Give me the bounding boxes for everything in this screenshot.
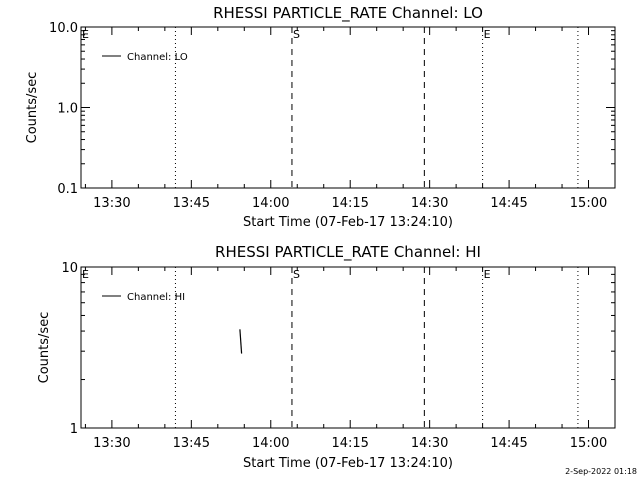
- x-tick-label: 14:30: [411, 196, 448, 211]
- legend-entry: Channel: HI: [127, 292, 185, 303]
- x-tick-label: 14:15: [331, 436, 368, 451]
- x-tick-label: 14:00: [252, 196, 289, 211]
- x-tick-label: 14:00: [252, 436, 289, 451]
- x-tick-label: 14:45: [490, 436, 527, 451]
- edge-marker-label: E: [82, 28, 89, 41]
- chart-title: RHESSI PARTICLE_RATE Channel: LO: [213, 4, 483, 23]
- x-tick-label: 13:30: [93, 436, 130, 451]
- panel-channel-lo: RHESSI PARTICLE_RATE Channel: LO 13:30 13:…: [25, 4, 616, 230]
- event-marker-label: S: [293, 28, 300, 41]
- event-marker-label: E: [484, 268, 491, 281]
- x-tick-label: 14:15: [331, 196, 368, 211]
- y-tick-label: 1.0: [57, 102, 78, 117]
- x-axis-label: Start Time (07-Feb-17 13:24:10): [243, 215, 453, 230]
- y-axis-label: Counts/sec: [37, 312, 52, 384]
- x-tick-label: 15:00: [570, 196, 607, 211]
- chart-title: RHESSI PARTICLE_RATE Channel: HI: [215, 243, 481, 262]
- x-tick-label: 13:30: [93, 196, 130, 211]
- panel-channel-hi: RHESSI PARTICLE_RATE Channel: HI 13:30 13:…: [37, 243, 616, 471]
- x-tick-label: 14:45: [490, 196, 527, 211]
- x-tick-label: 13:45: [173, 436, 210, 451]
- footer-date-stamp: 2-Sep-2022 01:18: [565, 467, 637, 476]
- x-axis-label: Start Time (07-Feb-17 13:24:10): [243, 456, 453, 471]
- series-line: [239, 329, 243, 354]
- y-tick-label: 10.0: [49, 21, 78, 36]
- event-marker-label: S: [293, 268, 300, 281]
- x-tick-label: 14:30: [411, 436, 448, 451]
- x-tick-label: 15:00: [570, 436, 607, 451]
- y-axis-label: Counts/sec: [25, 72, 40, 144]
- event-marker-label: E: [484, 28, 491, 41]
- legend-entry: Channel: LO: [127, 52, 188, 63]
- y-tick-label: 1: [70, 422, 78, 437]
- x-tick-label: 13:45: [173, 196, 210, 211]
- y-tick-label: 0.1: [57, 182, 78, 197]
- y-tick-label: 10: [61, 261, 78, 276]
- edge-marker-label: E: [82, 268, 89, 281]
- plot-frame: [80, 266, 616, 429]
